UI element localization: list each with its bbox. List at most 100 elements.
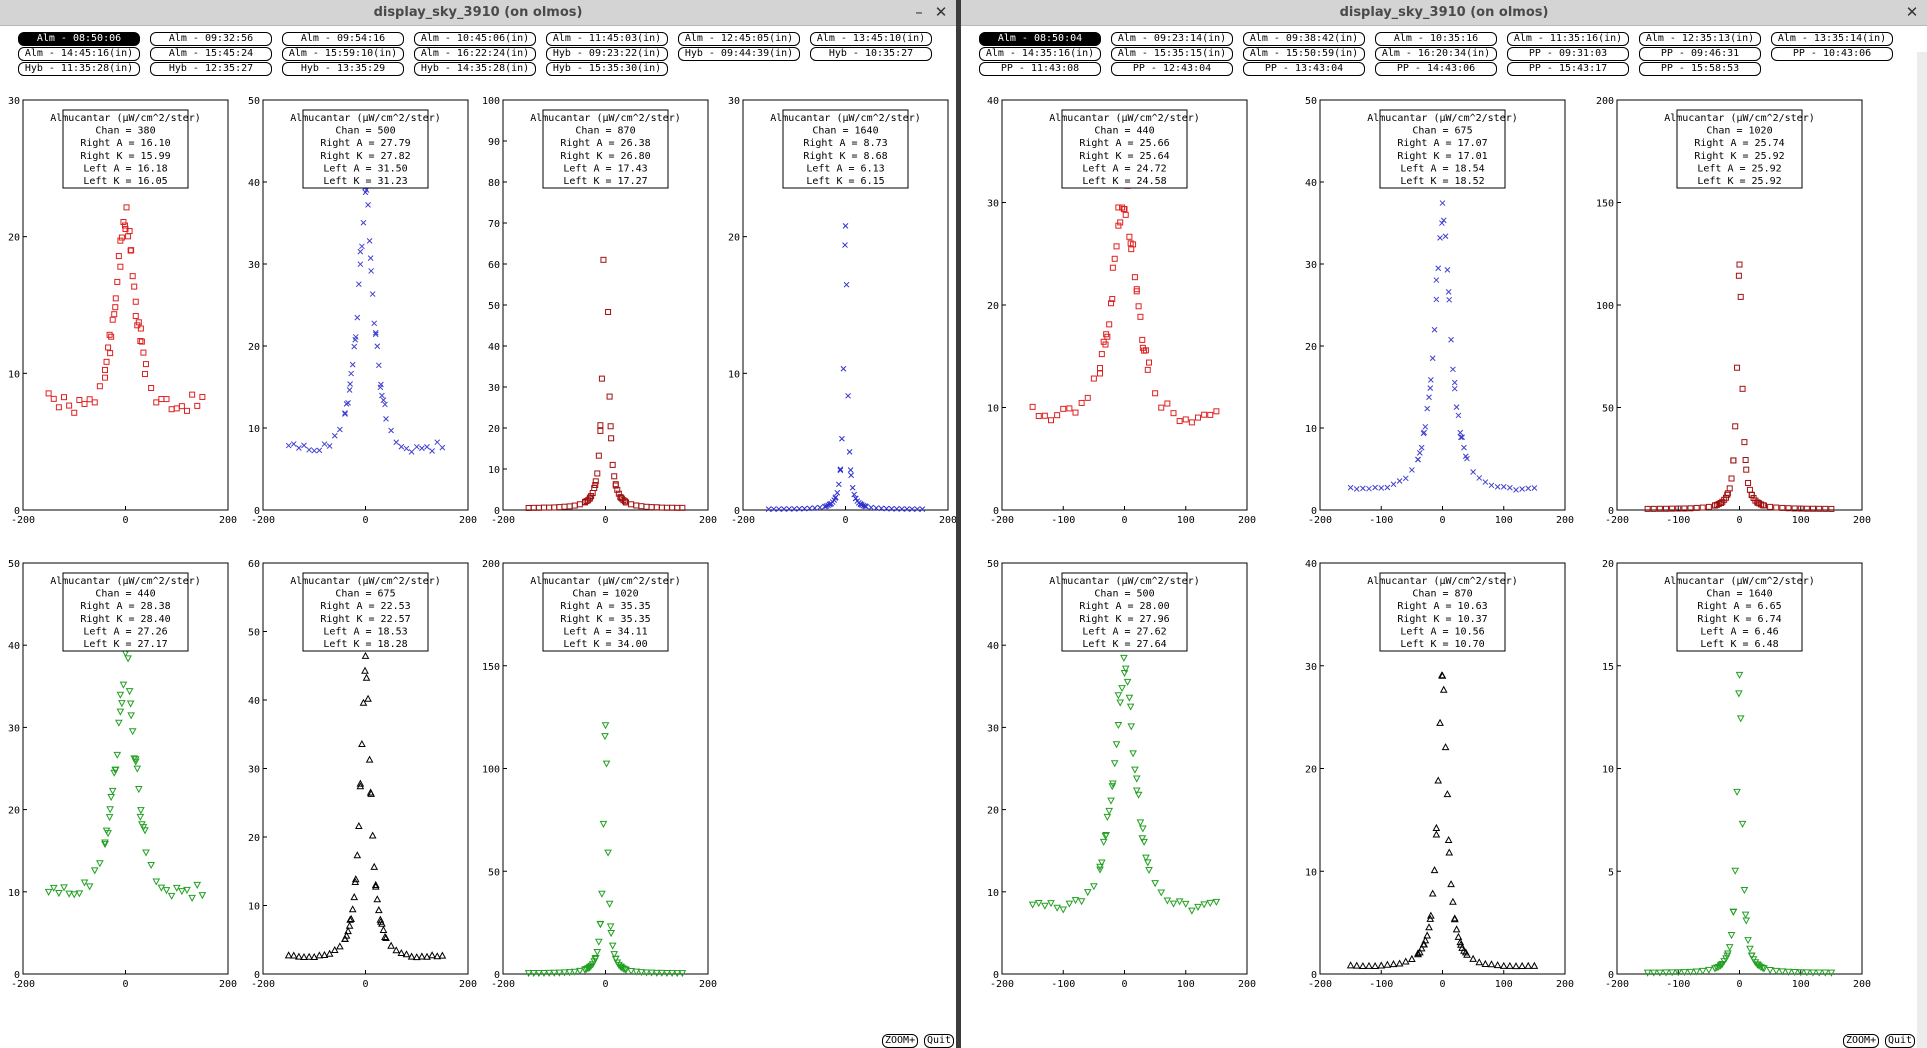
data-point [439, 444, 446, 451]
time-button[interactable]: Alm - 14:45:16(in) [18, 47, 140, 61]
data-point [355, 281, 362, 288]
time-button[interactable]: Alm - 14:35:16(in) [979, 47, 1101, 61]
time-button[interactable]: Hyb - 11:35:28(in) [18, 62, 140, 76]
time-button[interactable]: Hyb - 13:35:29 [282, 62, 404, 76]
quit-button[interactable]: Quit [924, 1034, 955, 1048]
data-point [1439, 220, 1445, 226]
time-button[interactable]: Alm - 16:22:24(in) [414, 47, 536, 61]
data-point [622, 966, 630, 974]
time-button[interactable]: Alm - 09:23:14(in) [1111, 32, 1233, 46]
zoom-button[interactable]: ZOOM+ [882, 1034, 919, 1048]
time-button[interactable]: PP - 09:31:03 [1507, 47, 1629, 61]
time-button[interactable]: PP - 11:43:08 [979, 62, 1101, 76]
time-button[interactable]: Alm - 09:38:42(in) [1243, 32, 1365, 46]
close-icon[interactable]: ✕ [934, 3, 948, 21]
zoom-button[interactable]: ZOOM+ [1843, 1034, 1880, 1048]
time-button[interactable]: PP - 10:43:06 [1771, 47, 1893, 61]
time-button[interactable]: Alm - 12:35:13(in) [1639, 32, 1761, 46]
legend-line: Almucantar (µW/cm^2/ster) [530, 113, 681, 124]
data-point [605, 900, 614, 908]
data-point [178, 403, 185, 410]
title-bar[interactable]: display_sky_3910 (on olmos) – ✕ [0, 0, 956, 26]
time-button[interactable]: PP - 15:58:53 [1639, 62, 1761, 76]
time-button[interactable]: Alm - 15:35:15(in) [1111, 47, 1233, 61]
data-point [1346, 961, 1355, 969]
time-button[interactable]: Alm - 12:45:05(in) [678, 32, 800, 46]
data-point [352, 334, 359, 340]
legend-line: Left K = 27.17 [83, 639, 167, 650]
data-point [1822, 505, 1829, 512]
quit-button[interactable]: Quit [1885, 1034, 1916, 1048]
time-button[interactable]: Alm - 16:20:34(in) [1375, 47, 1497, 61]
data-point [134, 786, 143, 794]
time-button[interactable]: Alm - 15:45:24 [150, 47, 272, 61]
x-tick-label: 0 [1121, 979, 1127, 990]
data-point [1649, 969, 1658, 977]
time-button[interactable]: Alm - 09:32:56 [150, 32, 272, 46]
time-button[interactable]: Alm - 13:45:10(in) [810, 32, 932, 46]
window-left: display_sky_3910 (on olmos) – ✕ Alm - 08… [0, 0, 956, 1048]
time-button[interactable]: PP - 12:43:04 [1111, 62, 1233, 76]
data-point [1125, 694, 1134, 702]
minimize-icon[interactable]: – [915, 3, 923, 21]
y-tick-label: 20 [1305, 765, 1317, 776]
time-button[interactable]: Alm - 08:50:06 [18, 32, 140, 46]
legend-line: Right K = 27.96 [1079, 614, 1169, 625]
time-button[interactable]: Hyb - 09:44:39(in) [678, 47, 800, 61]
data-point [1421, 936, 1430, 944]
time-button[interactable]: PP - 15:43:17 [1507, 62, 1629, 76]
data-point [1493, 961, 1502, 969]
data-point [311, 447, 318, 454]
data-point [419, 445, 425, 452]
time-button[interactable]: Alm - 15:50:59(in) [1243, 47, 1365, 61]
time-button[interactable]: Hyb - 10:35:27 [810, 47, 932, 61]
y-tick-label: 15 [1602, 662, 1614, 673]
data-point [1439, 200, 1446, 206]
data-point [601, 722, 610, 730]
time-button[interactable]: PP - 14:43:06 [1375, 62, 1497, 76]
close-icon[interactable]: ✕ [1905, 3, 1919, 21]
data-point [133, 765, 142, 773]
data-point [560, 969, 569, 977]
data-point [147, 862, 155, 870]
data-point [1662, 969, 1670, 977]
data-point [849, 484, 856, 491]
time-button[interactable]: Alm - 11:35:16(in) [1507, 32, 1629, 46]
time-button[interactable]: Alm - 09:54:16 [282, 32, 404, 46]
legend-line: Right A = 22.53 [320, 601, 410, 612]
data-point [349, 361, 356, 368]
time-button[interactable]: Alm - 11:45:03(in) [546, 32, 668, 46]
data-point [1139, 825, 1147, 833]
data-point [1453, 404, 1460, 410]
data-point [361, 666, 369, 674]
y-tick-label: 50 [8, 559, 20, 570]
x-tick-label: 200 [939, 515, 956, 526]
y-tick-label: 200 [482, 559, 500, 570]
time-button[interactable]: Hyb - 15:35:30(in) [546, 62, 668, 76]
time-button[interactable]: Alm - 15:59:10(in) [282, 47, 404, 61]
data-point [1359, 962, 1367, 970]
time-button[interactable]: PP - 13:43:04 [1243, 62, 1365, 76]
data-point [834, 489, 841, 496]
y-tick-label: 50 [1602, 404, 1614, 415]
time-button[interactable]: Alm - 13:35:14(in) [1771, 32, 1893, 46]
data-point [1164, 400, 1171, 407]
data-point [1071, 897, 1080, 905]
time-button[interactable]: Hyb - 14:35:28(in) [414, 62, 536, 76]
data-point [1742, 917, 1751, 925]
time-button[interactable]: Hyb - 12:35:27 [150, 62, 272, 76]
data-point [1420, 940, 1428, 948]
time-button[interactable]: PP - 09:46:31 [1639, 47, 1761, 61]
vertical-scrollbar[interactable] [1917, 52, 1927, 1048]
time-button[interactable]: Alm - 10:45:06(in) [414, 32, 536, 46]
time-button[interactable]: Alm - 10:35:16 [1375, 32, 1497, 46]
time-button[interactable]: Hyb - 09:23:22(in) [546, 47, 668, 61]
data-point [1104, 333, 1111, 340]
legend-line: Chan = 870 [1412, 589, 1472, 600]
data-point [1767, 503, 1774, 510]
time-button[interactable]: Alm - 08:50:04 [979, 32, 1101, 46]
data-point [1440, 217, 1447, 224]
title-bar[interactable]: display_sky_3910 (on olmos) ✕ [961, 0, 1927, 26]
data-point [1360, 485, 1366, 492]
